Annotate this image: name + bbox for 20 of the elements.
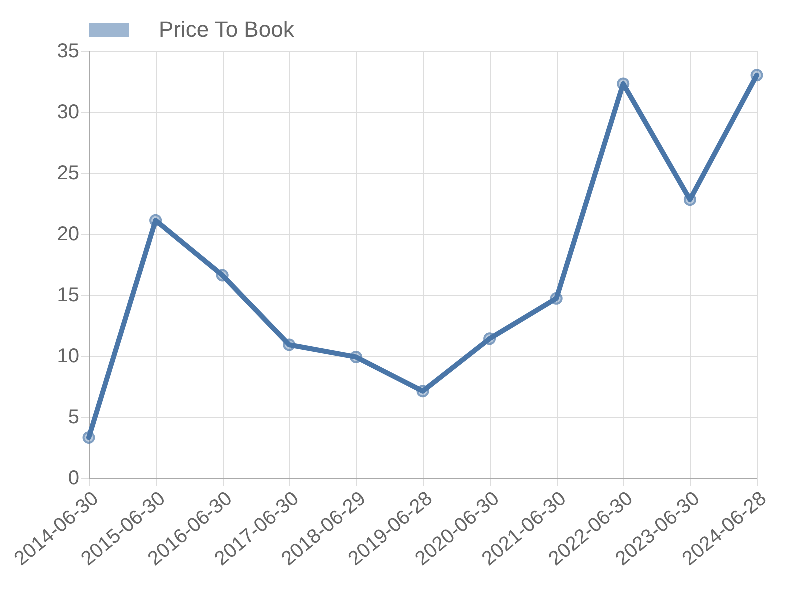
point <box>684 194 696 206</box>
point <box>82 432 96 444</box>
point <box>484 332 496 346</box>
point <box>150 214 162 227</box>
y-tick-label: 5 <box>68 406 80 428</box>
point <box>750 69 764 82</box>
point <box>617 78 630 90</box>
y-tick-label: 15 <box>57 284 80 306</box>
point <box>216 269 229 282</box>
y-tick-label: 20 <box>57 224 80 246</box>
y-tick-label: 25 <box>57 162 80 184</box>
legend-label: Price To Book <box>159 17 296 42</box>
y-tick-label: 0 <box>68 468 80 490</box>
y-tick-label: 35 <box>57 40 80 62</box>
point <box>283 338 296 352</box>
y-tick-label: 30 <box>57 102 80 124</box>
y-tick-label: 10 <box>57 346 80 368</box>
point <box>416 385 430 398</box>
point <box>350 350 362 364</box>
point <box>550 292 563 305</box>
